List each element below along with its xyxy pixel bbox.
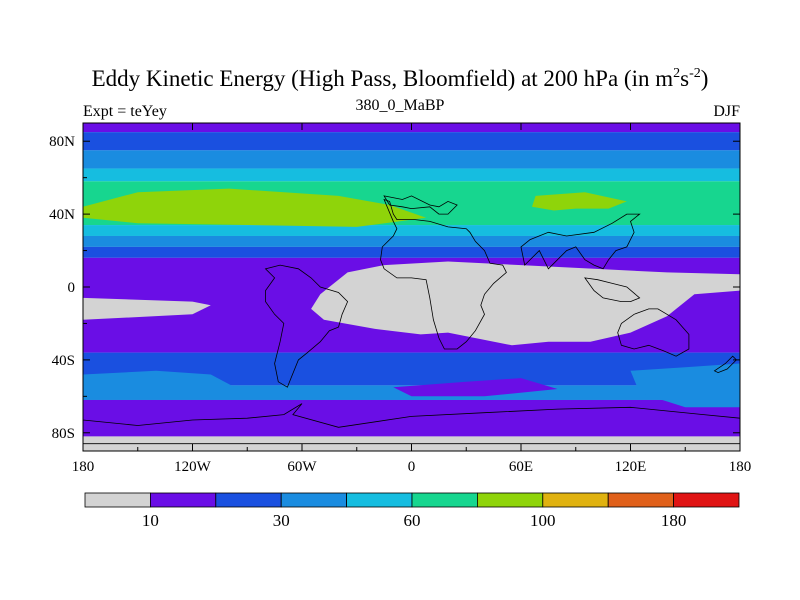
contour-band-11 (83, 399, 740, 437)
colorbar-swatch-6 (476, 492, 544, 508)
colorbar-label: 10 (142, 511, 159, 530)
x-axis: 180 120W 60W 0 60E 120E 180 (72, 123, 752, 475)
tropical-gray-main (311, 261, 740, 346)
y-tick-label: 80N (49, 134, 75, 150)
coastline-3 (584, 277, 641, 303)
y-tick-label: 40N (49, 207, 75, 223)
tropical-gray-west (83, 297, 211, 320)
sh-band-edge-left (83, 370, 239, 397)
x-tick-label: 120E (615, 459, 647, 475)
contour-band-5 (83, 225, 740, 236)
coastline-5 (264, 264, 349, 388)
colorbar-label: 60 (404, 511, 421, 530)
contour-band-7 (83, 246, 740, 258)
colorbar-swatch-9 (673, 492, 740, 508)
coastline-0 (380, 198, 507, 350)
contour-band-2 (83, 150, 740, 169)
colorbar-label: 180 (661, 511, 687, 530)
sh-gap-mid (393, 378, 558, 397)
nh-jet-core-pacific (532, 192, 627, 211)
colorbar: 10 30 60 100 180 (84, 492, 740, 530)
colorbar-swatch-2 (215, 492, 282, 508)
season-label: DJF (713, 103, 740, 120)
y-axis: 80N 40N 0 40S 80S (49, 134, 740, 442)
x-tick-label: 180 (72, 459, 95, 475)
coastline-1 (383, 195, 458, 215)
y-tick-label: 40S (52, 353, 75, 369)
y-tick-label: 80S (52, 426, 75, 442)
y-tick-label: 0 (68, 280, 76, 296)
colorbar-swatch-4 (346, 492, 413, 508)
chart-title: Eddy Kinetic Energy (High Pass, Bloomfie… (91, 66, 709, 91)
colorbar-swatch-7 (542, 492, 609, 508)
experiment-label: Expt = teYey (83, 103, 167, 120)
x-tick-label: 120W (174, 459, 212, 475)
coastlines (83, 195, 740, 445)
colorbar-label: 30 (273, 511, 290, 530)
colorbar-swatch-3 (280, 492, 348, 508)
coastline-2 (520, 213, 641, 270)
coastline-4 (617, 308, 690, 357)
colorbar-swatch-0 (84, 492, 151, 508)
contour-field (83, 123, 740, 451)
contour-band-1 (83, 132, 740, 151)
nh-jet-core-atlantic (83, 188, 427, 227)
x-tick-label: 60W (287, 459, 317, 475)
x-tick-label: 180 (729, 459, 752, 475)
colorbar-label: 100 (530, 511, 556, 530)
colorbar-swatch-8 (607, 492, 675, 508)
x-tick-label: 0 (408, 459, 416, 475)
coastline-6 (83, 403, 740, 445)
chart-subtitle: 380_0_MaBP (355, 97, 445, 114)
contour-band-6 (83, 235, 740, 247)
contour-band-3 (83, 168, 740, 182)
x-tick-label: 60E (509, 459, 533, 475)
colorbar-swatch-1 (149, 492, 217, 508)
colorbar-swatch-5 (411, 492, 478, 508)
sh-band-edge-right (630, 363, 740, 408)
